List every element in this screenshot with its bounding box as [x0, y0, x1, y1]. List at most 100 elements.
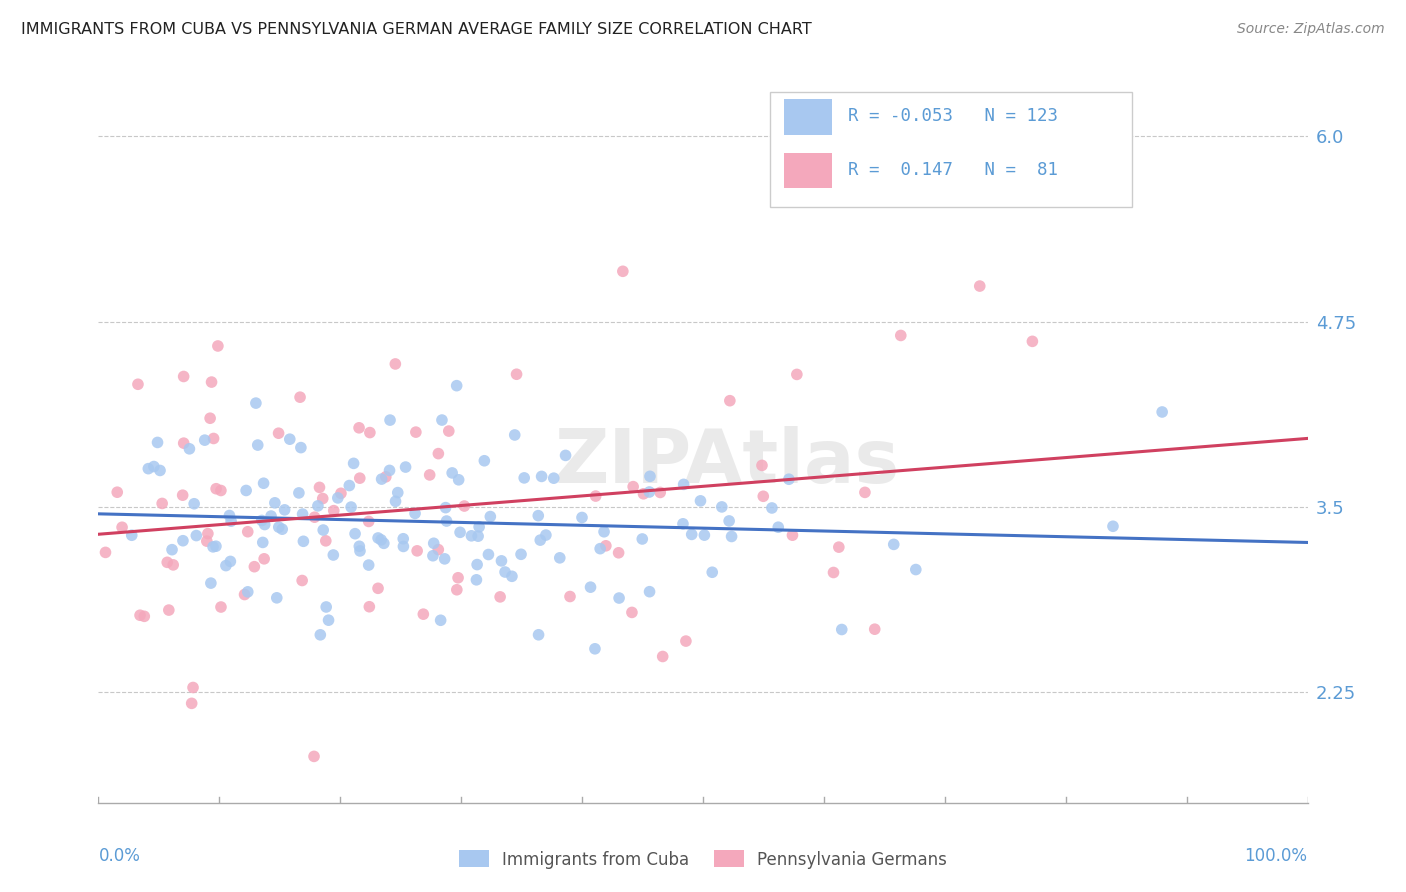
Point	[357, 515, 380, 529]
Point	[768, 520, 790, 534]
Point	[326, 491, 349, 505]
Point	[702, 566, 724, 580]
Point	[129, 608, 152, 623]
Point	[782, 528, 804, 542]
Point	[142, 459, 165, 474]
Point	[150, 496, 173, 510]
Point	[477, 548, 499, 562]
Point	[235, 483, 257, 498]
Point	[290, 441, 312, 455]
Point	[778, 472, 800, 486]
Point	[202, 540, 225, 554]
Text: R =  0.147   N =  81: R = 0.147 N = 81	[848, 161, 1059, 178]
Point	[890, 328, 912, 343]
Point	[322, 503, 344, 517]
Point	[172, 533, 194, 548]
Point	[105, 485, 128, 500]
Point	[307, 499, 329, 513]
Point	[621, 480, 644, 494]
Point	[209, 483, 232, 498]
Point	[513, 471, 536, 485]
Point	[266, 591, 288, 605]
Point	[340, 500, 363, 514]
Point	[422, 536, 444, 550]
Point	[761, 500, 783, 515]
Point	[252, 476, 274, 491]
Point	[468, 520, 491, 534]
Point	[633, 487, 655, 501]
Point	[273, 503, 295, 517]
Point	[427, 542, 450, 557]
Point	[373, 536, 395, 550]
Point	[304, 510, 326, 524]
Point	[318, 613, 340, 627]
Point	[370, 472, 392, 486]
Point	[460, 529, 482, 543]
Text: ZIPAtlas: ZIPAtlas	[554, 425, 900, 499]
Point	[710, 500, 733, 514]
Point	[218, 508, 240, 523]
Point	[146, 435, 169, 450]
Point	[392, 532, 415, 546]
Point	[404, 507, 426, 521]
Point	[543, 471, 565, 485]
Point	[651, 649, 673, 664]
Point	[434, 500, 457, 515]
Point	[267, 426, 290, 441]
Point	[344, 526, 367, 541]
Point	[271, 522, 294, 536]
Point	[505, 368, 527, 382]
Point	[209, 600, 232, 615]
Point	[312, 523, 335, 537]
Point	[720, 529, 742, 543]
Text: 100.0%: 100.0%	[1244, 847, 1308, 865]
Point	[302, 749, 325, 764]
Point	[343, 456, 366, 470]
Text: IMMIGRANTS FROM CUBA VS PENNSYLVANIA GERMAN AVERAGE FAMILY SIZE CORRELATION CHAR: IMMIGRANTS FROM CUBA VS PENNSYLVANIA GER…	[21, 22, 811, 37]
Point	[412, 607, 434, 622]
Point	[672, 477, 695, 491]
Point	[534, 528, 557, 542]
FancyBboxPatch shape	[769, 92, 1132, 207]
Point	[672, 516, 695, 531]
Point	[489, 590, 512, 604]
Point	[205, 482, 228, 496]
Point	[693, 528, 716, 542]
Point	[215, 558, 238, 573]
Point	[853, 485, 876, 500]
Point	[681, 527, 703, 541]
Point	[718, 514, 741, 528]
Point	[427, 447, 450, 461]
Point	[501, 569, 523, 583]
Point	[689, 493, 711, 508]
Point	[357, 558, 380, 572]
Point	[252, 535, 274, 549]
Point	[510, 547, 533, 561]
Point	[823, 566, 845, 580]
Point	[583, 641, 606, 656]
Point	[786, 368, 808, 382]
Point	[309, 628, 332, 642]
Point	[160, 542, 183, 557]
Point	[263, 496, 285, 510]
Point	[308, 480, 330, 494]
Point	[969, 279, 991, 293]
Point	[465, 573, 488, 587]
Point	[436, 514, 458, 528]
Point	[181, 681, 204, 695]
Point	[329, 486, 352, 500]
Legend: Immigrants from Cuba, Pennsylvania Germans: Immigrants from Cuba, Pennsylvania Germa…	[458, 850, 948, 869]
Point	[472, 454, 495, 468]
Point	[384, 357, 406, 371]
Point	[675, 634, 697, 648]
Point	[236, 585, 259, 599]
Point	[429, 613, 451, 627]
Text: 0.0%: 0.0%	[98, 847, 141, 865]
Point	[359, 599, 381, 614]
Point	[1152, 405, 1174, 419]
Point	[186, 528, 208, 542]
Point	[195, 534, 218, 549]
Point	[288, 486, 311, 500]
Point	[173, 436, 195, 450]
Point	[422, 549, 444, 563]
